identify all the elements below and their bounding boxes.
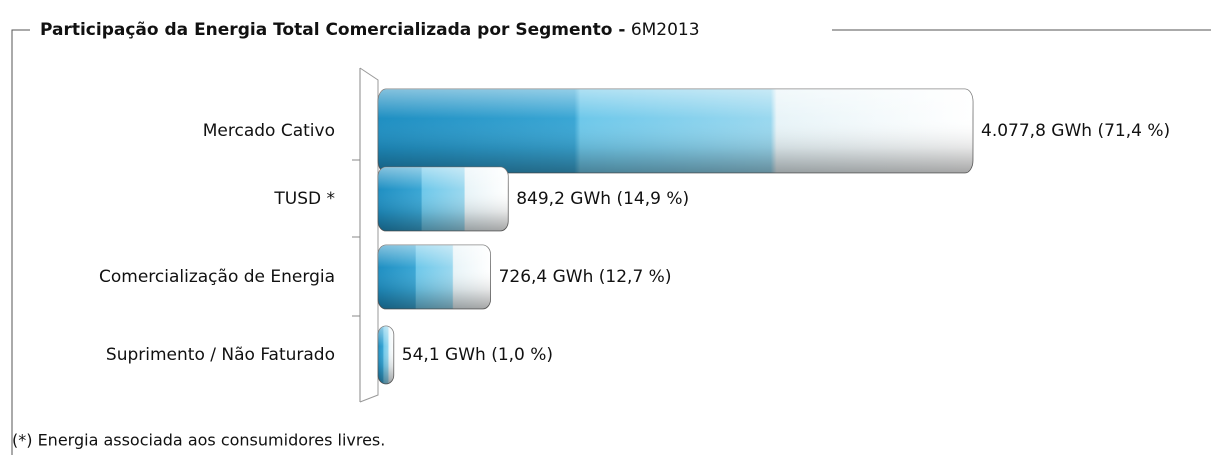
frame — [11, 29, 30, 50]
bar-shade — [378, 89, 973, 173]
value-label: 54,1 GWh (1,0 %) — [402, 345, 553, 365]
category-label: Mercado Cativo — [203, 121, 335, 141]
footnote: (*) Energia associada aos consumidores l… — [12, 431, 385, 450]
category-label: Suprimento / Não Faturado — [106, 345, 335, 365]
value-label: 849,2 GWh (14,9 %) — [516, 189, 689, 209]
chart-title: Participação da Energia Total Comerciali… — [40, 20, 700, 40]
bar-shade — [378, 167, 509, 231]
bar-shade — [378, 245, 491, 309]
category-label: TUSD * — [273, 189, 335, 209]
value-label: 726,4 GWh (12,7 %) — [499, 267, 672, 287]
bar-shade — [378, 326, 394, 384]
category-label: Comercialização de Energia — [99, 267, 335, 287]
value-label: 4.077,8 GWh (71,4 %) — [981, 121, 1170, 141]
period: 6M2013 — [631, 20, 700, 40]
title: Participação da Energia Total Comerciali… — [40, 20, 625, 40]
axis-depth — [359, 67, 379, 403]
